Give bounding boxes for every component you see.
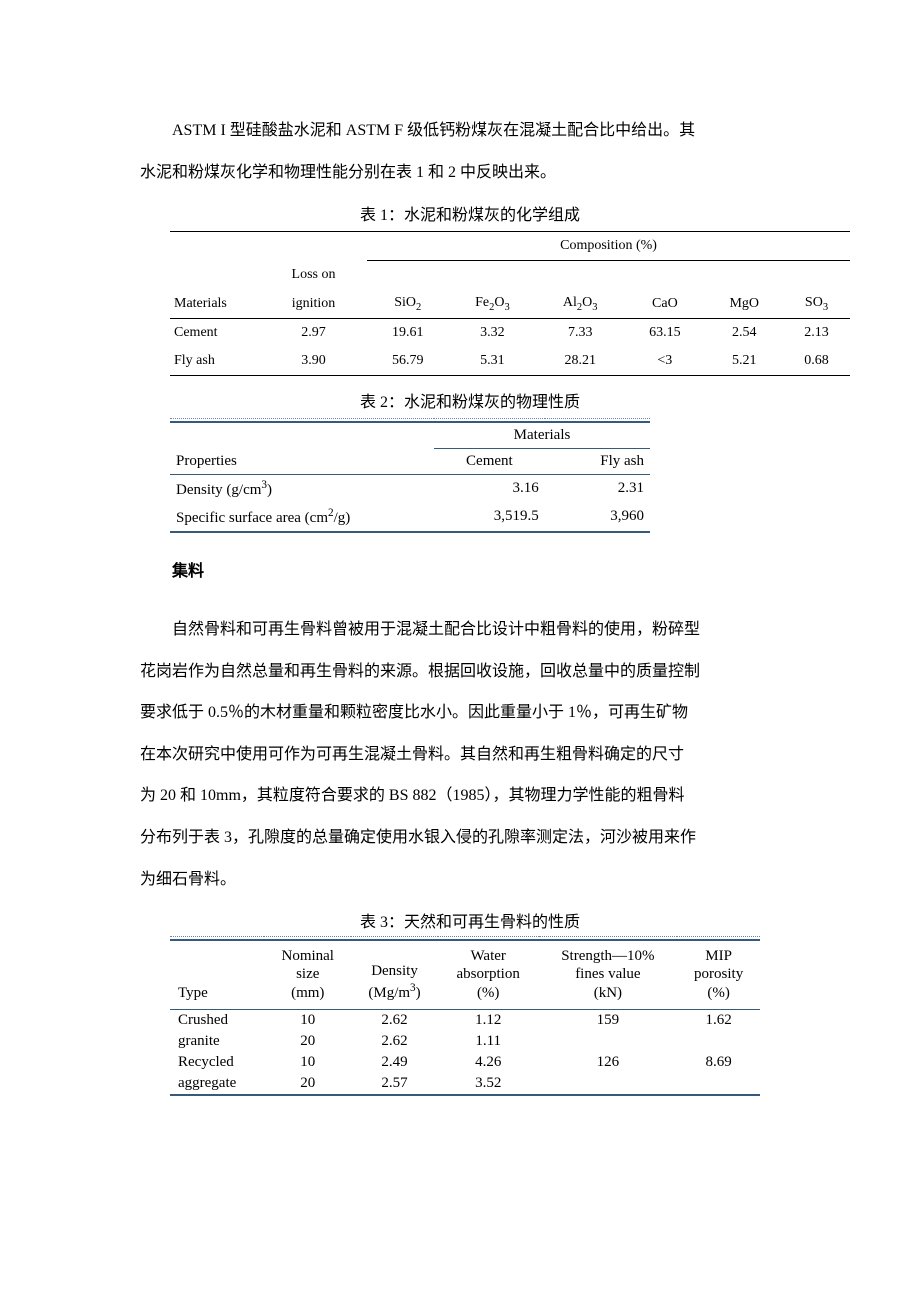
- table3-col-water: Water absorption (%): [438, 940, 539, 1010]
- table1-col-sio2: SiO2: [367, 289, 448, 319]
- table3-row: Crushed 10 2.62 1.12 159 1.62: [170, 1009, 760, 1031]
- table1-col-loss-b: ignition: [260, 289, 367, 319]
- table2: Materials Properties Cement Fly ash Dens…: [170, 418, 650, 533]
- table1-comp-header: Composition (%): [367, 232, 850, 261]
- body-line-5: 为 20 和 10mm，其粒度符合要求的 BS 882（1985），其物理力学性…: [140, 775, 800, 817]
- table2-col-properties: Properties: [170, 448, 434, 474]
- table3-caption: 表 3：天然和可再生骨料的性质: [140, 908, 800, 932]
- table1-row: Fly ash 3.90 56.79 5.31 28.21 <3 5.21 0.…: [170, 347, 850, 376]
- table1-col-mgo: MgO: [706, 289, 783, 319]
- intro-line-2: 水泥和粉煤灰化学和物理性能分别在表 1 和 2 中反映出来。: [140, 152, 800, 194]
- table1-col-loss-a: Loss on: [260, 261, 367, 289]
- body-line-1: 自然骨料和可再生骨料曾被用于混凝土配合比设计中粗骨料的使用，粉碎型: [140, 609, 800, 651]
- table1-caption: 表 1：水泥和粉煤灰的化学组成: [140, 201, 800, 225]
- table3-col-density: Density (Mg/m3): [351, 940, 438, 1010]
- table1-row: Cement 2.97 19.61 3.32 7.33 63.15 2.54 2…: [170, 319, 850, 348]
- table3-container: Type Nominal size (mm) Density (Mg/m3) W…: [170, 936, 760, 1096]
- table1-col-materials: Materials: [170, 261, 260, 319]
- body-line-6: 分布列于表 3，孔隙度的总量确定使用水银入侵的孔隙率测定法，河沙被用来作: [140, 817, 800, 859]
- table1-col-so3: SO3: [783, 289, 850, 319]
- body-line-3: 要求低于 0.5％的木材重量和颗粒密度比水小。因此重量小于 1％，可再生矿物: [140, 692, 800, 734]
- table2-container: Materials Properties Cement Fly ash Dens…: [170, 418, 650, 533]
- table3-col-strength: Strength—10% fines value (kN): [539, 940, 678, 1010]
- table3: Type Nominal size (mm) Density (Mg/m3) W…: [170, 936, 760, 1096]
- body-line-2: 花岗岩作为自然总量和再生骨料的来源。根据回收设施，回收总量中的质量控制: [140, 651, 800, 693]
- table3-col-nominal: Nominal size (mm): [264, 940, 351, 1010]
- body-line-7: 为细石骨料。: [140, 859, 800, 901]
- table2-row: Density (g/cm3) 3.16 2.31: [170, 474, 650, 503]
- section-heading-aggregates: 集料: [172, 557, 800, 581]
- body-line-4: 在本次研究中使用可作为可再生混凝土骨料。其自然和再生粗骨料确定的尺寸: [140, 734, 800, 776]
- table2-materials-header: Materials: [434, 422, 650, 449]
- table1-container: Composition (%) Materials Loss on igniti…: [170, 231, 850, 376]
- table3-col-mip: MIP porosity (%): [677, 940, 760, 1010]
- table3-col-type: Type: [170, 940, 264, 1010]
- table1-col-fe2o3: Fe2O3: [448, 289, 536, 319]
- table3-row: granite 20 2.62 1.11: [170, 1031, 760, 1052]
- table2-row: Specific surface area (cm2/g) 3,519.5 3,…: [170, 503, 650, 532]
- intro-line-1: ASTM I 型硅酸盐水泥和 ASTM F 级低钙粉煤灰在混凝土配合比中给出。其: [140, 110, 800, 152]
- table2-caption: 表 2：水泥和粉煤灰的物理性质: [140, 388, 800, 412]
- table3-row: Recycled 10 2.49 4.26 126 8.69: [170, 1052, 760, 1073]
- table2-col-flyash: Fly ash: [545, 448, 650, 474]
- table1-col-al2o3: Al2O3: [536, 289, 624, 319]
- table1: Composition (%) Materials Loss on igniti…: [170, 231, 850, 376]
- table2-col-cement: Cement: [434, 448, 545, 474]
- table1-col-cao: CaO: [624, 289, 705, 319]
- table3-row: aggregate 20 2.57 3.52: [170, 1073, 760, 1095]
